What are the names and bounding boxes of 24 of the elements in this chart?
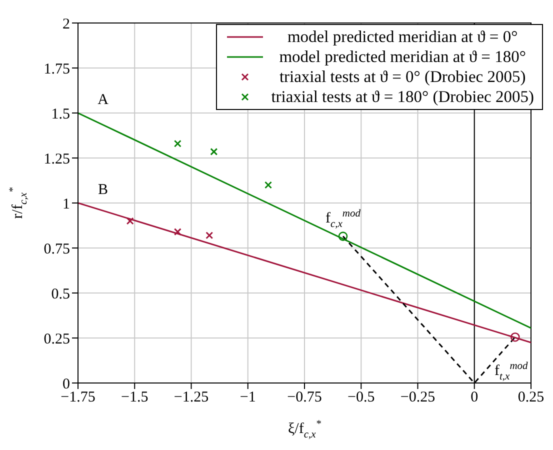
x-tick-label: −1.25 [174, 390, 209, 406]
y-tick-label: 2 [62, 16, 70, 32]
legend-label: triaxial tests at ϑ = 0° (Drobiec 2005) [278, 67, 527, 87]
x-tick-label: −0.5 [348, 390, 375, 406]
y-tick-label: 1.75 [44, 61, 70, 78]
y-tick-label: 1.5 [51, 106, 70, 122]
y-tick-label: 0.25 [44, 331, 70, 348]
annotation: B [98, 182, 108, 198]
y-tick-label: 0 [62, 376, 70, 392]
y-tick-label: 1 [62, 196, 70, 212]
x-tick-label: −1 [240, 390, 256, 406]
legend-label: triaxial tests at ϑ = 180° (Drobiec 2005) [271, 87, 534, 107]
x-tick-label: −0.75 [287, 390, 322, 406]
annotation: A [98, 92, 109, 108]
x-tick-label: −1.5 [121, 390, 148, 406]
x-tick-label: −0.25 [400, 390, 436, 406]
y-tick-label: 0.5 [51, 286, 70, 302]
legend-label: model predicted meridian at ϑ = 0° [286, 27, 519, 47]
y-tick-label: 0.75 [44, 241, 70, 258]
x-tick-label: −1.75 [60, 390, 96, 406]
legend-label: model predicted meridian at ϑ = 180° [278, 47, 527, 67]
y-tick-label: 1.25 [44, 151, 70, 168]
x-tick-label: 0.25 [518, 390, 544, 406]
x-tick-label: 0 [470, 390, 478, 406]
